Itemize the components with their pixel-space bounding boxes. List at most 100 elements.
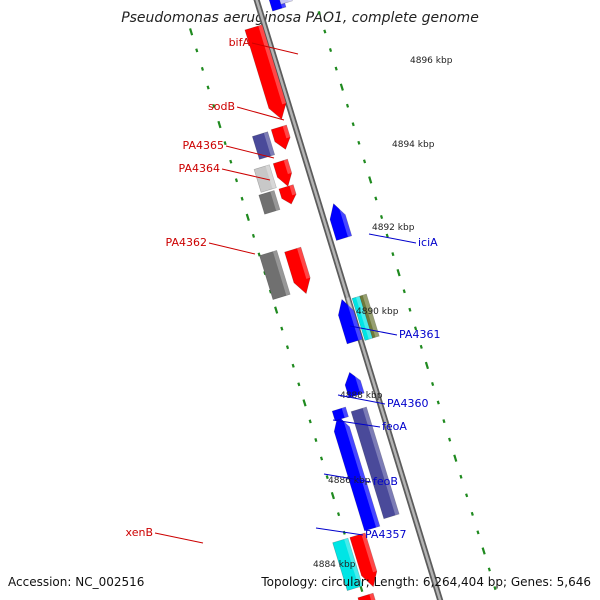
tick-left <box>342 530 346 535</box>
PA4364-gene-feature <box>258 190 281 215</box>
tick-right <box>396 269 401 277</box>
tick-left <box>251 233 256 238</box>
xenB-feature <box>349 532 378 588</box>
tick-left <box>245 213 250 222</box>
tick-left <box>297 382 301 387</box>
tick-right <box>481 547 486 555</box>
PA4365-feature-shine <box>283 159 292 175</box>
tick-right <box>317 10 321 15</box>
tick-right <box>453 454 458 462</box>
scale-label: 4890 kbp <box>356 307 399 317</box>
scale-ticks <box>189 10 497 593</box>
xenB-feature-shine <box>361 532 377 573</box>
gene-leader-line <box>349 325 398 336</box>
tick-left <box>189 28 194 36</box>
tick-left <box>280 326 284 331</box>
feoB-gene-feature-shine <box>362 406 400 516</box>
tick-right <box>345 103 350 108</box>
scale-label: 4894 kbp <box>392 140 435 150</box>
tick-right <box>334 66 338 71</box>
gene-leader-line <box>332 419 381 428</box>
tick-left <box>325 475 329 480</box>
tick-left <box>308 419 312 424</box>
tick-left <box>223 141 227 146</box>
gene-leader-line <box>208 242 256 255</box>
backbone <box>253 0 444 600</box>
tick-left <box>217 120 222 129</box>
tick-right <box>436 400 440 405</box>
PA4364-gene-feature-shine <box>270 190 280 211</box>
gene-leader-line <box>323 473 372 483</box>
tick-left <box>336 512 341 517</box>
tick-right <box>374 196 378 201</box>
tick-left <box>206 85 210 90</box>
PA4361-gene-b-shine <box>362 294 380 338</box>
tick-right <box>493 586 497 591</box>
feoB-feature-shine <box>341 413 380 528</box>
tick-right <box>402 289 406 294</box>
gene-label-bifa: bifA <box>229 36 251 49</box>
gene-features <box>244 0 400 600</box>
gene-label-pa4362: PA4362 <box>166 236 207 249</box>
tick-right <box>328 48 333 53</box>
tick-left <box>229 159 233 164</box>
tick-right <box>385 233 389 238</box>
tick-right <box>465 493 469 498</box>
gene-labels: bifA sodB PA4365 PA4364 PA4362 xenB iciA PA4361… <box>126 36 440 544</box>
tick-left <box>200 66 204 71</box>
top-reverse-light <box>279 0 293 5</box>
tick-right <box>368 176 373 184</box>
sodB-feature-shine <box>282 124 291 139</box>
tick-right <box>470 511 474 516</box>
tick-left <box>330 491 335 500</box>
xenB-next-feature <box>357 592 376 600</box>
tick-left <box>212 104 216 109</box>
sodB-gene-feature-shine <box>263 131 275 156</box>
tick-left <box>302 399 307 407</box>
tick-right <box>408 307 412 312</box>
iciA-feature <box>329 203 353 241</box>
tick-right <box>351 122 355 127</box>
PA4365-feature <box>272 158 293 187</box>
scale-label: 4892 kbp <box>372 223 415 233</box>
gene-label-feob: feoB <box>373 475 398 488</box>
gene-label-feoa: feoA <box>382 420 407 433</box>
PA4360-feature-shine <box>353 370 365 395</box>
tick-right <box>487 567 491 572</box>
PA4361-feature-shine <box>345 297 363 341</box>
tick-right <box>476 530 480 535</box>
tick-right <box>357 140 361 145</box>
tick-right <box>379 215 384 220</box>
tick-left <box>257 252 261 257</box>
feoA-feature <box>331 406 349 422</box>
gene-label-sodb: sodB <box>208 100 235 113</box>
tick-right <box>448 437 452 442</box>
sodB-feature <box>270 124 291 150</box>
PA4362-feature <box>284 246 311 295</box>
tick-left <box>314 437 318 442</box>
gene-label-pa4364: PA4364 <box>179 162 220 175</box>
xenB-next-feature-shine <box>369 593 376 600</box>
tick-right <box>362 159 367 164</box>
gene-label-pa4365: PA4365 <box>183 139 224 152</box>
gene-leader-line <box>236 106 285 121</box>
PA4364-feature-shine <box>289 184 297 196</box>
gene-label-pa4360: PA4360 <box>387 397 428 410</box>
scale-label: 4884 kbp <box>313 560 356 570</box>
tick-left <box>195 48 199 53</box>
gene-leader-line <box>221 168 271 181</box>
gene-leader-line <box>225 145 275 159</box>
bifA-feature-shine <box>258 24 287 105</box>
PA4365-gene-feature-shine <box>265 164 277 189</box>
scale-label: 4886 kbp <box>328 476 371 486</box>
tick-right <box>339 83 344 91</box>
tick-left <box>291 363 295 368</box>
bifA-feature <box>244 24 287 120</box>
PA4361-feature <box>338 298 363 345</box>
PA4362-feature-shine <box>297 247 311 279</box>
scale-label: 4896 kbp <box>410 56 453 66</box>
tick-right <box>414 326 418 331</box>
gene-label-pa4357: PA4357 <box>365 528 406 541</box>
